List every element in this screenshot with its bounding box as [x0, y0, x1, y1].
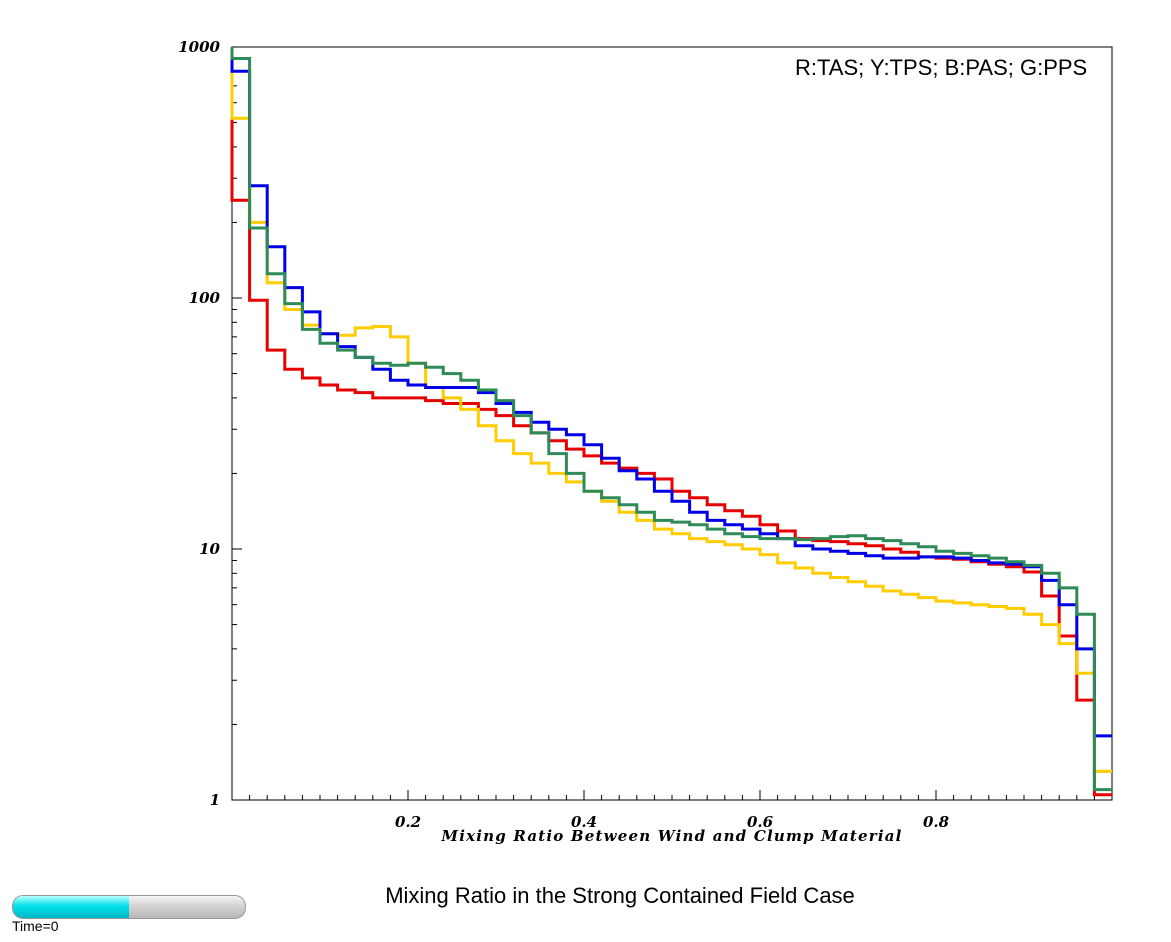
series-line-1 [230, 47, 1112, 773]
legend-text: R:TAS; Y:TPS; B:PAS; G:PPS [795, 55, 1088, 80]
y-tick-label: 100 [189, 289, 221, 307]
plot-frame [231, 46, 1113, 801]
series-line-3 [230, 47, 1112, 792]
chart-title: Mixing Ratio in the Strong Contained Fie… [385, 883, 855, 908]
series-line-0 [230, 47, 1112, 797]
y-tick-label: 10 [199, 540, 220, 558]
x-tick-label: 0.6 [747, 813, 774, 831]
x-tick-label: 0.8 [923, 813, 950, 831]
x-axis-label: Mixing Ratio Between Wind and Clump Mate… [441, 827, 903, 845]
time-label: Time=0 [12, 918, 59, 934]
time-colorbar-fill [13, 896, 129, 918]
axes: 1 10 100 1000 0.2 0.4 0.6 0.8 [178, 38, 1113, 831]
x-tick-label: 0.4 [571, 813, 597, 831]
y-tick-label: 1 [210, 791, 220, 809]
y-tick-label: 1000 [178, 38, 220, 56]
x-tick-label: 0.2 [395, 813, 421, 831]
time-colorbar [12, 895, 246, 919]
series-group [230, 47, 1112, 797]
